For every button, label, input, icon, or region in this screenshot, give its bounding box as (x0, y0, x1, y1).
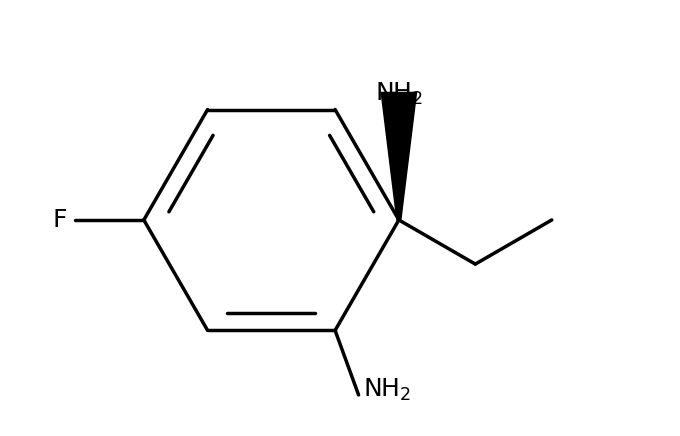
Text: F: F (53, 208, 67, 232)
Text: NH$_2$: NH$_2$ (364, 377, 411, 403)
Polygon shape (381, 92, 417, 220)
Text: NH$_2$: NH$_2$ (375, 81, 423, 107)
